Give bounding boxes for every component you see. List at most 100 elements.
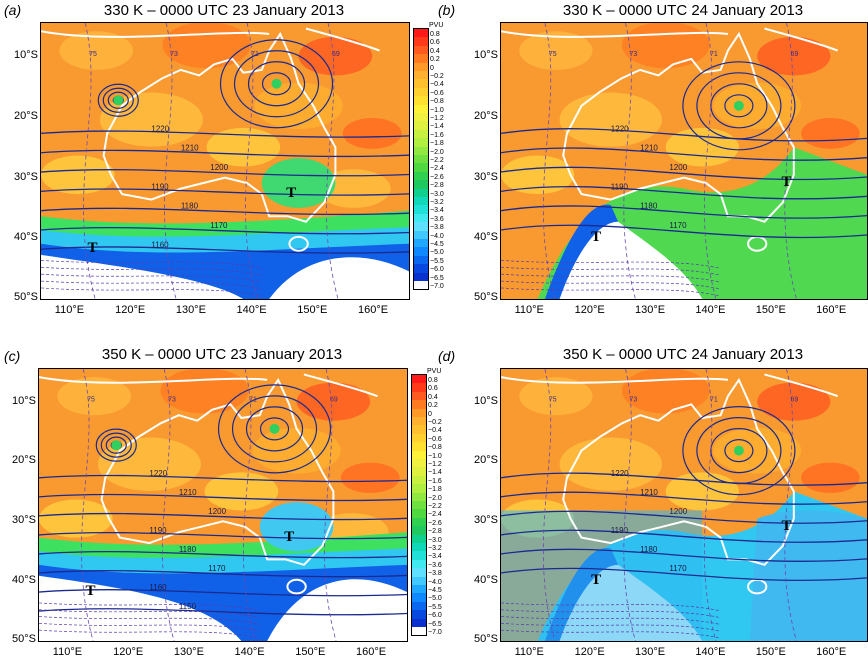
wind-contour [542,369,556,641]
cyclone-contour [233,50,320,118]
pv-field-svg: 1220 1210 1200 1190 1180 1170 1160 1150 75 73 71 69 [39,369,407,641]
coastline-tasmania [288,235,309,252]
wind-label: 69 [790,51,798,58]
pv-patch [801,462,860,494]
pv-white-region [267,579,407,641]
colorbar-segment [414,255,428,265]
geopotential-contour [39,550,407,559]
colorbar-label: −7.0 [430,283,444,290]
lat-tick-label: 40°S [474,574,498,587]
colorbar-segment [412,484,426,493]
lat-tick-label: 50°S [12,633,36,645]
panel-tag: (c) [4,348,21,364]
colorbar-segment [412,417,426,426]
geopotential-contour [39,474,407,483]
colorbar-segment [414,104,428,113]
colorbar-segment [412,517,426,527]
panel-title: 350 K – 0000 UTC 23 January 2013 [101,346,343,363]
pv-white-region [41,254,244,299]
lon-tick-label: 140°E [234,646,265,658]
colorbar-label: −3.4 [430,207,444,215]
cyclone-contour [682,61,796,151]
colorbar-segment [412,534,426,543]
geopotential-contour [41,130,409,138]
colorbar-segment [414,79,428,88]
colorbar-segment [412,450,426,459]
pv-patch [160,369,249,414]
panel-title: 330 K – 0000 UTC 24 January 2013 [562,2,804,19]
cyclone-contour [107,91,129,109]
colorbar-segment [412,543,426,552]
geopotential-contour [39,493,407,502]
geopotential-contour [501,548,867,562]
colorbar-label: 0 [430,64,434,72]
wind-contour [784,23,797,299]
colorbar-segment [412,383,426,392]
colorbar-segment [414,247,428,256]
cyclone-contour [696,416,782,485]
colorbar-label: −1.8 [430,140,444,148]
lon-tick-label: 130°E [635,304,666,316]
wind-contour [542,23,556,299]
colorbar-segment [414,155,428,164]
lat-tick-label: 40°S [14,231,38,244]
colorbar-segment [414,138,428,147]
lat-tick-label: 10°S [12,394,36,407]
trough-marker: T [781,517,792,534]
colorbar-segment [414,239,428,248]
wind-contour [623,369,636,641]
cyclone-contour [710,83,768,129]
colorbar-label: −3.0 [430,190,444,198]
pv-cyan-wash [501,510,703,641]
colorbar-label: −5.0 [430,249,444,257]
lat-tick-label: 50°S [474,291,498,303]
colorbar-segment [414,171,428,181]
pv-patch [298,36,373,76]
contour-label: 1200 [210,163,228,172]
pv-white-region [269,257,409,299]
geopotential-contour [41,149,409,158]
pv-patch [59,31,133,70]
pv-patch [41,155,115,195]
lon-tick-label: 160°E [816,646,847,658]
wind-contour [501,287,721,297]
colorbar-label: −2.8 [430,182,444,190]
wind-label: 73 [168,397,176,404]
contour-label: 1160 [149,583,167,592]
lon-tick-label: 110°E [514,304,544,316]
colorbar-label: −1.2 [430,115,444,122]
wind-contour [39,602,260,612]
pv-map: 1220 1210 1200 1190 1180 1170 75 73 71 69 T T [500,22,868,300]
colorbar-segment [414,62,428,71]
colorbar-label: −3.4 [428,553,442,561]
colorbar-segment [412,433,426,443]
colorbar-label: −1.0 [430,106,444,114]
colorbar-segment [412,551,426,560]
colorbar-label: −3.0 [428,536,442,544]
cyclone-contour [724,438,754,463]
colorbar-segment [414,37,428,46]
pv-field-svg: 1220 1210 1200 1190 1180 1170 1160 75 73 71 69 [41,23,409,299]
coastline-australia [562,377,795,566]
colorbar-label: 0.2 [430,56,440,64]
colorbar-segment [414,146,428,155]
coastline-north [501,27,839,52]
colorbar-label: −3.8 [430,224,444,232]
contour-label: 1190 [611,526,629,535]
wind-label: 69 [790,397,798,404]
lat-tick-label: 40°S [474,231,498,244]
cyclone-contour [261,72,292,96]
colorbar-label: −1.4 [428,469,442,477]
wind-label: 75 [89,51,97,58]
geopotential-contour [501,185,867,200]
colorbar-label: −2.0 [428,494,442,502]
pv-patch [665,472,739,511]
pv-patch [57,377,131,416]
cyclone-core [733,445,744,456]
colorbar-segment [414,188,428,197]
geopotential-contour [39,570,407,578]
colorbar-segment [412,425,426,434]
trough-marker: T [284,528,295,545]
wind-contour [164,23,177,299]
contour-label: 1160 [151,240,169,249]
